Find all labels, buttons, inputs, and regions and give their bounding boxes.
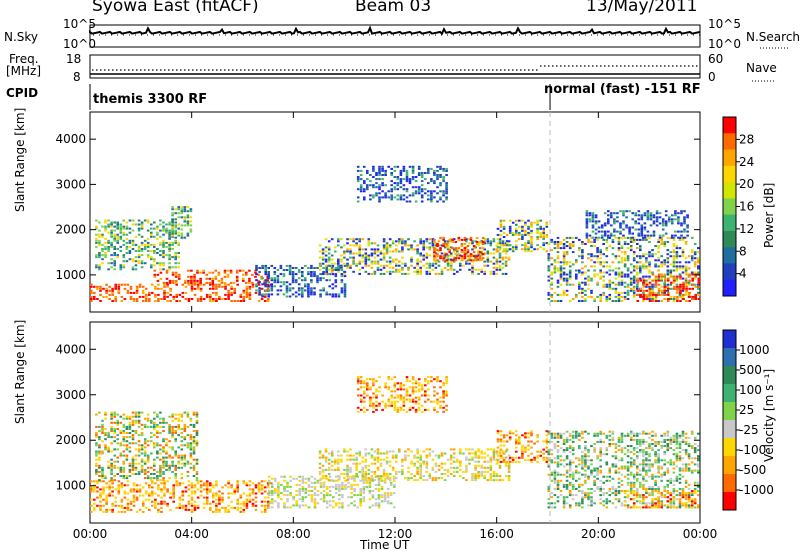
colorbar-cell (723, 402, 736, 421)
power-y-axis-label: Slant Range [km] (13, 107, 27, 212)
colorbar-cell (723, 247, 736, 264)
nsky-trace (89, 25, 701, 36)
x-axis-label: Time UT (360, 538, 410, 552)
y-tick-label: 4000 (55, 132, 86, 146)
nsky-panel-frame (89, 24, 701, 48)
power-region-0 (90, 283, 273, 302)
power-region-3 (171, 206, 193, 239)
colorbar-tick-label: 24 (739, 155, 754, 169)
nsky-tick-bottom: 10^0 (63, 37, 96, 51)
velocity-colorbar-label: Velocity [m s⁻¹] (762, 368, 776, 462)
x-tick-label: 20:00 (581, 527, 616, 541)
nave-label: Nave (746, 61, 777, 75)
power-region-10 (636, 273, 701, 302)
power-region-2 (95, 219, 180, 271)
nave-tick-top: 60 (708, 52, 724, 66)
power-region-11 (585, 210, 689, 239)
colorbar-tick-label: 28 (739, 132, 754, 146)
nsky-label: N.Sky (4, 30, 39, 44)
colorbar-cell (723, 149, 736, 167)
cpid-label: CPID (6, 86, 39, 100)
colorbar-cell (723, 384, 736, 403)
colorbar-tick-label: -500 (739, 463, 766, 477)
velocity-region-2 (267, 475, 396, 509)
nave-trace (92, 65, 698, 71)
nave-tick-bottom: 0 (708, 70, 716, 84)
colorbar-tick-label: 25 (739, 403, 754, 417)
power-region-5 (318, 238, 511, 275)
colorbar-cell (723, 230, 736, 248)
nsearch-label: N.Search (746, 30, 800, 44)
colorbar-cell (723, 330, 736, 349)
y-tick-label: 1000 (55, 479, 86, 493)
colorbar-tick-label: 12 (739, 222, 754, 236)
velocity-region-0 (90, 480, 273, 513)
y-tick-label: 4000 (55, 342, 86, 356)
beam-label: Beam 03 (355, 0, 432, 16)
nsearch-tick-bottom: 10^0 (708, 37, 741, 51)
freq-label-line2: [MHz] (6, 64, 42, 78)
colorbar-tick-label: -1000 (739, 483, 774, 497)
colorbar-cell (723, 133, 736, 151)
velocity-region-4 (496, 430, 549, 463)
colorbar-tick-label: 1000 (739, 343, 770, 357)
cpid-segment-2: normal (fast) -151 RF (544, 82, 701, 97)
power-region-7 (496, 219, 549, 253)
x-tick-label: 00:00 (683, 527, 718, 541)
x-tick-label: 16:00 (479, 527, 514, 541)
freq-label-line1: Freq. (9, 52, 39, 66)
x-tick-label: 08:00 (276, 527, 311, 541)
velocity-region-7 (623, 490, 700, 509)
y-tick-label: 2000 (55, 433, 86, 447)
y-tick-label: 3000 (55, 177, 86, 191)
nsearch-tick-top: 10^5 (708, 17, 741, 31)
colorbar-cell (723, 348, 736, 367)
velocity-region-6 (547, 430, 700, 509)
colorbar-cell (723, 198, 736, 216)
colorbar-cell (723, 420, 736, 439)
freq-panel-frame (89, 54, 701, 79)
colorbar-tick-label: -25 (739, 423, 759, 437)
date-label: 13/May/2011 (586, 0, 698, 16)
cpid-segment-1: themis 3300 RF (93, 92, 208, 107)
colorbar-cell (723, 214, 736, 232)
colorbar-tick-label: 20 (739, 177, 754, 191)
colorbar-cell (723, 366, 736, 385)
colorbar-cell (723, 456, 736, 475)
power-colorbar-label: Power [dB] (762, 182, 776, 248)
plot-title: Syowa East (fitACF) (92, 0, 259, 16)
freq-tick-top: 18 (66, 52, 82, 66)
colorbar-cell (723, 182, 736, 199)
colorbar-cell (723, 263, 736, 281)
x-tick-label: 00:00 (73, 527, 108, 541)
colorbar-cell (723, 438, 736, 457)
y-tick-label: 1000 (55, 268, 86, 282)
colorbar-cell (723, 165, 736, 183)
colorbar-tick-label: 4 (739, 267, 747, 281)
velocity-region-3 (318, 448, 511, 482)
colorbar-cell (723, 474, 736, 493)
colorbar-tick-label: 16 (739, 200, 754, 214)
colorbar-cell (723, 279, 736, 297)
velocity-y-axis-label: Slant Range [km] (13, 319, 27, 424)
colorbar-cell (723, 492, 736, 511)
power-region-6 (433, 236, 485, 262)
colorbar-tick-label: -100 (739, 443, 766, 457)
nsky-tick-top: 10^5 (63, 17, 96, 31)
colorbar-tick-label: 8 (739, 244, 747, 258)
x-tick-label: 04:00 (174, 527, 209, 541)
colorbar-cell (723, 117, 736, 134)
power-region-4 (255, 264, 347, 298)
colorbar-tick-label: 100 (739, 383, 762, 397)
y-tick-label: 3000 (55, 388, 86, 402)
colorbar-tick-label: 500 (739, 363, 762, 377)
velocity-region-5 (356, 376, 448, 413)
colorbar-frame (722, 329, 737, 511)
velocity-region-1 (95, 411, 199, 482)
y-tick-label: 2000 (55, 223, 86, 237)
power-region-8 (356, 165, 448, 203)
freq-tick-bottom: 8 (73, 70, 81, 84)
x-tick-label: 12:00 (378, 527, 413, 541)
